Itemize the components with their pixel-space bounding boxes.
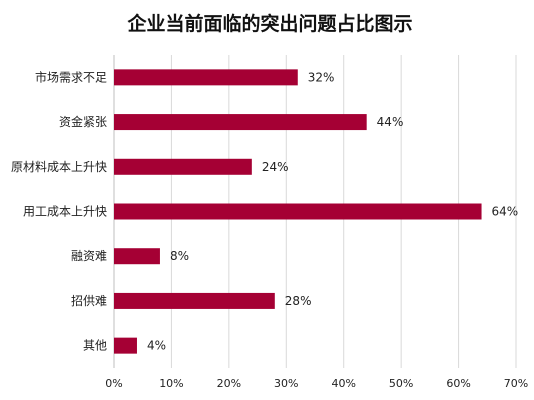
chart-title: 企业当前面临的突出问题占比图示 <box>126 12 412 35</box>
x-tick-label: 0% <box>105 377 122 390</box>
category-label: 市场需求不足 <box>35 69 107 84</box>
value-label: 28% <box>285 294 312 308</box>
category-label: 原材料成本上升快 <box>11 160 107 174</box>
value-label: 44% <box>377 115 404 129</box>
value-label: 64% <box>492 205 519 219</box>
bar <box>114 203 482 220</box>
x-tick-label: 70% <box>504 377 528 390</box>
value-label: 32% <box>308 70 335 84</box>
value-label: 4% <box>147 339 166 353</box>
bar <box>114 292 275 309</box>
bar <box>114 158 252 175</box>
bar <box>114 114 367 131</box>
x-axis-labels: 0% 10% 20% 30% 40% 50% 60% 70% <box>105 377 528 390</box>
x-tick-label: 30% <box>274 377 298 390</box>
bar <box>114 69 298 86</box>
category-label: 融资难 <box>71 249 107 263</box>
category-label: 用工成本上升快 <box>23 205 107 219</box>
category-label: 资金紧张 <box>59 114 107 129</box>
x-tick-label: 60% <box>446 377 470 390</box>
value-label: 8% <box>170 249 189 263</box>
x-tick-label: 20% <box>217 377 241 390</box>
data-labels: 32% 44% 24% 64% 8% 28% 4% <box>147 70 518 352</box>
category-label: 其他 <box>83 339 107 353</box>
bars <box>114 69 482 354</box>
x-tick-label: 10% <box>159 377 183 390</box>
x-tick-label: 40% <box>331 377 355 390</box>
value-label: 24% <box>262 160 289 174</box>
bar <box>114 248 160 265</box>
bar <box>114 337 137 354</box>
x-tick-label: 50% <box>389 377 413 390</box>
category-label: 招供难 <box>71 294 107 308</box>
